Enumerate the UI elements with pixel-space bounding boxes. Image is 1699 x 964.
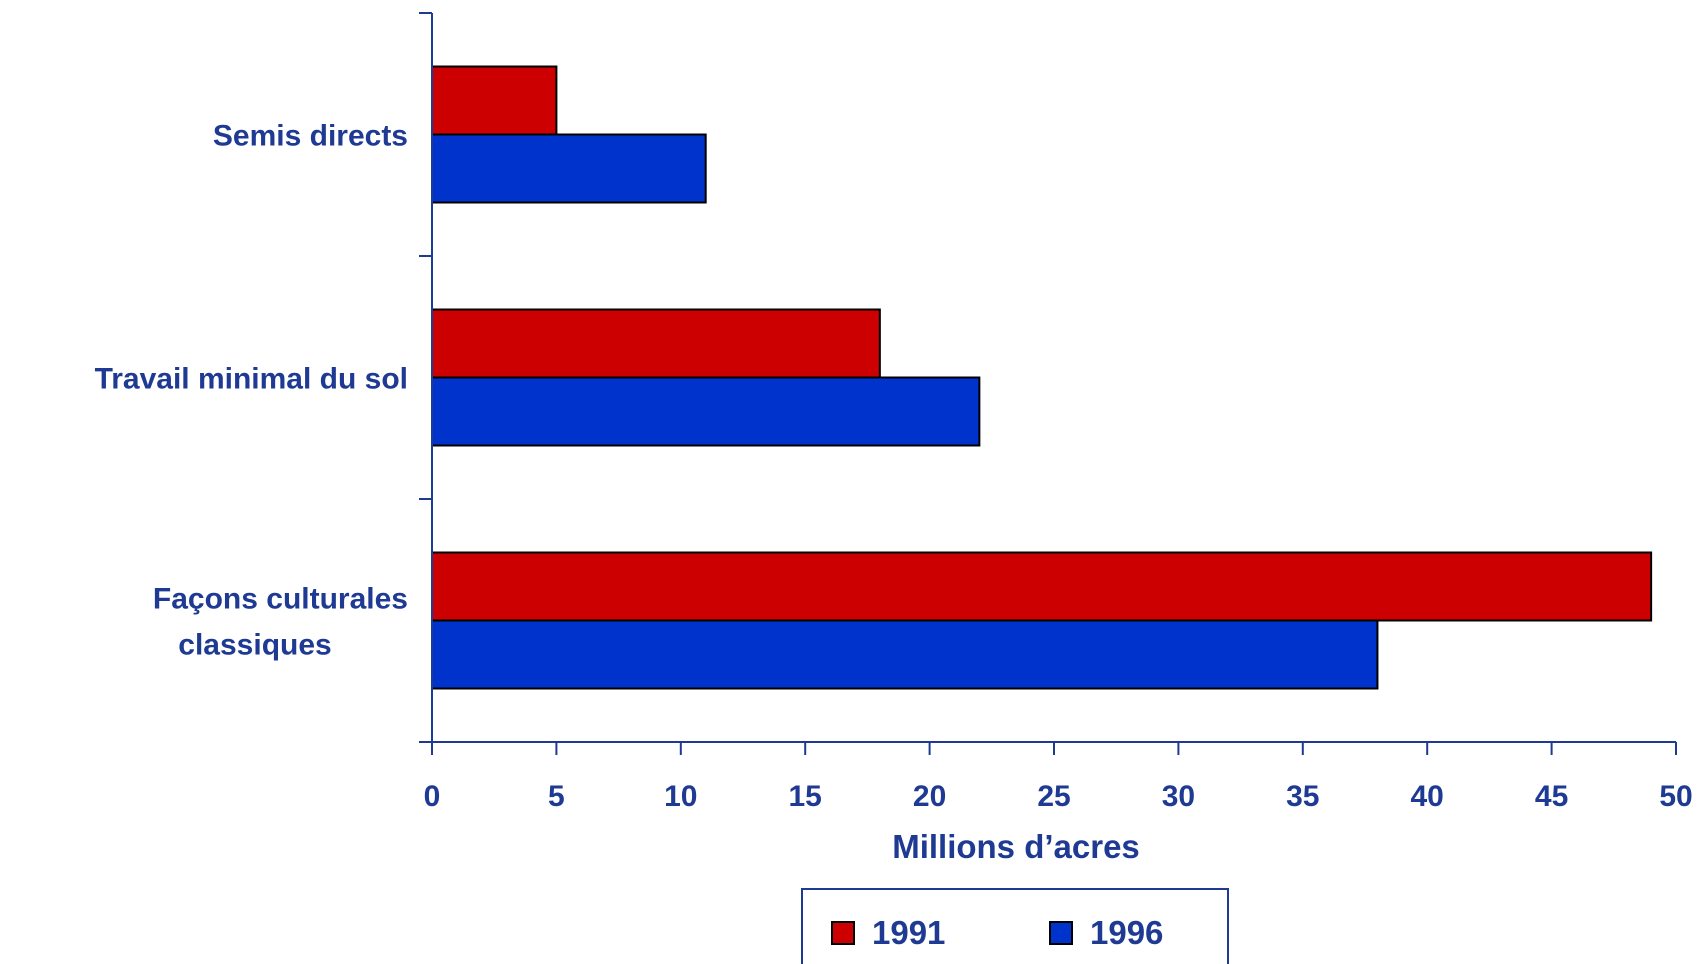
bar-1991-2 <box>431 308 881 379</box>
x-axis-title: Millions d’acres <box>892 828 1140 865</box>
category-label: Façons culturales <box>153 583 408 616</box>
x-tick-labels: 0 5 10 15 20 25 30 35 40 45 50 <box>424 780 1693 813</box>
x-tick-label: 15 <box>789 780 822 813</box>
legend-label-1996: 1996 <box>1090 914 1163 951</box>
x-tick-label: 10 <box>664 780 697 813</box>
bar-1996-2 <box>431 376 981 447</box>
x-tick-label: 45 <box>1535 780 1568 813</box>
x-tick-label: 5 <box>548 780 565 813</box>
category-label: Travail minimal du sol <box>95 363 408 396</box>
x-tick-label: 50 <box>1659 780 1692 813</box>
x-tick-label: 20 <box>913 780 946 813</box>
legend: 1991 1996 <box>801 888 1229 964</box>
category-label: classiques <box>178 629 331 662</box>
category-label: Semis directs <box>213 120 408 153</box>
bar-1991-1 <box>431 65 558 136</box>
x-tick-label: 30 <box>1162 780 1195 813</box>
legend-swatch-1991 <box>831 921 855 945</box>
x-tick-label: 35 <box>1286 780 1319 813</box>
bar-1996-3 <box>431 619 1379 690</box>
legend-swatch-1996 <box>1049 921 1073 945</box>
axes-group <box>419 12 1677 755</box>
category-labels: Semis directs Travail minimal du sol Façon… <box>95 120 408 662</box>
legend-label-1991: 1991 <box>872 914 945 951</box>
x-tick-label: 25 <box>1037 780 1070 813</box>
bar-1996-1 <box>431 133 707 204</box>
bar-1991-3 <box>431 551 1653 622</box>
x-tick-label: 40 <box>1411 780 1444 813</box>
legend-box <box>801 888 1229 964</box>
bars-group <box>431 65 1653 690</box>
x-tick-label: 0 <box>424 780 441 813</box>
